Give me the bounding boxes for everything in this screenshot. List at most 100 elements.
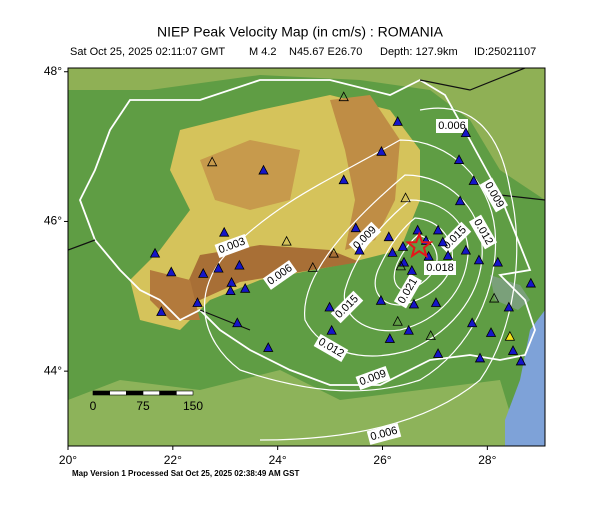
scale-segment [159,390,177,396]
footer: Map Version 1 Processed Sat Oct 25, 2025… [72,469,299,478]
y-tick-label: 44° [44,363,62,377]
epicenter [405,231,434,259]
contour-label-box [355,365,391,391]
station [432,348,444,358]
title: NIEP Peak Velocity Map (in cm/s) : ROMAN… [157,24,444,40]
contour-label-box [330,290,364,324]
station [473,254,485,265]
station [234,259,245,270]
station [412,224,423,235]
mountain [200,140,300,210]
station [454,195,466,206]
station [219,226,230,237]
station [397,241,409,251]
station [442,250,454,260]
station [492,256,503,267]
station-yellow [504,330,516,341]
station [507,345,519,355]
station [156,306,167,316]
station [384,333,396,343]
x-tick-label: 22° [164,453,182,467]
x-tick-label: 20° [59,453,77,467]
station [354,244,365,255]
station [460,127,472,138]
contour-label-box [366,423,402,445]
terrain [68,68,545,446]
mountain [330,95,400,250]
subtitle-magnitude: M 4.2 [249,46,277,58]
station [166,266,177,277]
contour-label-box [393,273,423,309]
country-border [79,78,536,386]
station [432,224,444,235]
station [392,116,403,126]
scale-segment [142,390,160,396]
station-no-data [307,261,318,272]
station [232,317,243,328]
station [408,298,420,309]
contour-label: 0.006 [436,119,468,133]
station [468,175,479,185]
frame [67,67,546,447]
subtitle-id: ID:25021107 [474,46,536,58]
station [376,145,387,156]
contour-label: 0.018 [424,261,456,275]
station [198,267,209,278]
mountain [150,270,200,320]
contour-label-box [468,214,498,250]
station [398,256,410,267]
station [430,297,442,307]
station [258,164,269,175]
station [383,231,394,242]
scale-label: 0 [90,399,97,413]
y-tick-label: 48° [44,64,62,78]
station [192,297,203,307]
delta [490,275,530,310]
mountain [180,245,360,300]
scale-segment [176,390,194,396]
station [525,277,537,288]
station [466,317,478,328]
contour-label-box [262,260,298,290]
station [263,342,274,352]
contour-label: 0.006 [366,423,402,445]
station [326,324,337,335]
station [387,247,398,257]
station-no-data [328,247,339,258]
x-tick-label: 28° [478,453,496,467]
station-no-data [488,292,500,303]
scale-segment [126,390,144,396]
station [240,282,251,293]
station-no-data [425,330,436,340]
contour-label-box [348,221,382,255]
station [503,301,514,312]
station [460,244,472,255]
station-no-data [395,260,407,271]
station [515,355,527,366]
scale-label: 75 [136,399,150,413]
station [225,285,236,295]
x-tick-label: 26° [373,453,391,467]
station-no-data [400,192,411,203]
contour-label-box [214,233,250,259]
station [324,301,335,312]
station [403,324,414,335]
subtitle-time: Sat Oct 25, 2025 02:11:07 GMT [70,46,225,58]
contour-label-box [424,261,456,275]
contour-label-text: 0.018 [426,262,454,274]
station [226,276,237,287]
station [474,352,486,363]
station [406,264,418,275]
station [485,327,497,337]
country-border [68,68,545,331]
scale-segment [92,390,110,396]
station-no-data [206,156,218,167]
scale-segment [109,390,127,396]
sea [505,310,545,446]
station-no-data [281,235,292,246]
station [213,262,224,273]
scale-label: 150 [183,399,203,413]
contour-label-text: 0.006 [438,120,466,132]
station [149,247,161,258]
